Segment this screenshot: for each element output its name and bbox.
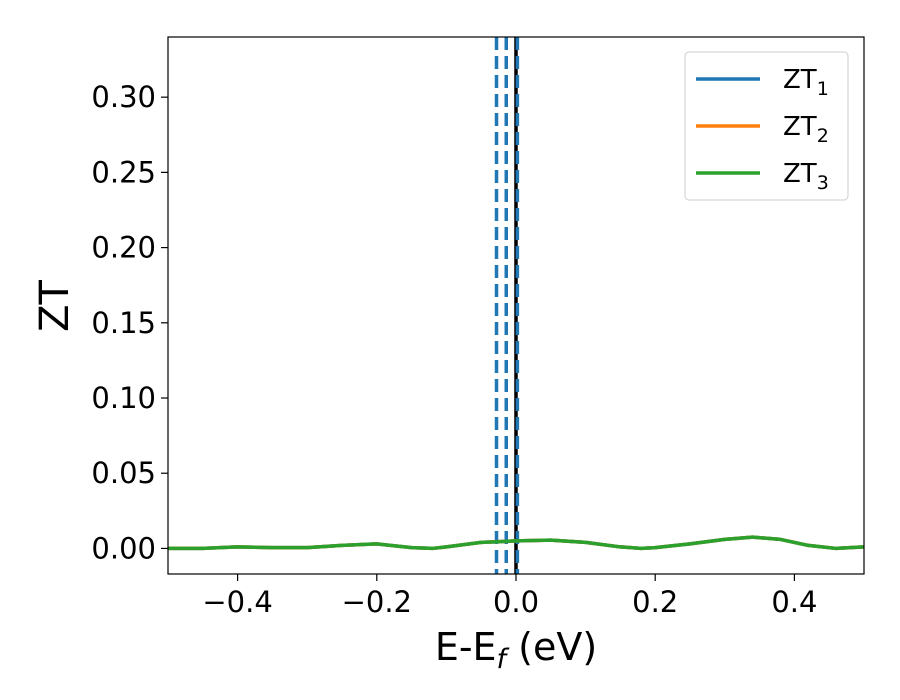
plot-area [167,36,865,575]
legend-label-zt3: ZT3 [783,159,829,194]
legend-box [684,51,849,201]
x-axis-label-main: E-E [435,625,497,669]
y-axis-ticks: 0.00 0.05 0.10 0.15 0.20 0.25 0.30 [91,80,168,565]
y-tick-label: 0.20 [91,231,156,265]
legend-label-main: ZT [783,159,817,189]
legend-label-sub: 2 [817,125,829,147]
x-tick-label: 0.0 [493,585,539,619]
x-axis-label-suffix: (eV) [506,625,597,669]
legend-label-zt2: ZT2 [783,112,829,147]
y-tick-label: 0.15 [91,306,156,340]
legend-label-main: ZT [783,65,817,95]
y-tick-label: 0.05 [91,456,156,490]
series-line-zt3 [168,535,864,551]
legend-label-zt1: ZT1 [783,65,829,100]
plot-content [168,37,864,574]
y-tick-label: 0.30 [91,80,156,114]
x-axis-label: E-Ef (eV) [435,625,597,675]
legend-label-sub: 3 [817,172,829,194]
y-tick-label: 0.25 [91,155,156,189]
y-tick-label: 0.10 [91,381,156,415]
y-tick-label: 0.00 [91,531,156,565]
x-tick-label: 0.2 [632,585,678,619]
x-tick-label: −0.2 [342,585,412,619]
legend-label-sub: 1 [817,78,829,100]
x-axis-ticks: −0.4 −0.2 0.0 0.2 0.4 [202,574,817,619]
x-tick-label: −0.4 [202,585,272,619]
x-tick-label: 0.4 [771,585,817,619]
y-axis-label: ZT [32,280,78,332]
legend-label-main: ZT [783,112,817,142]
